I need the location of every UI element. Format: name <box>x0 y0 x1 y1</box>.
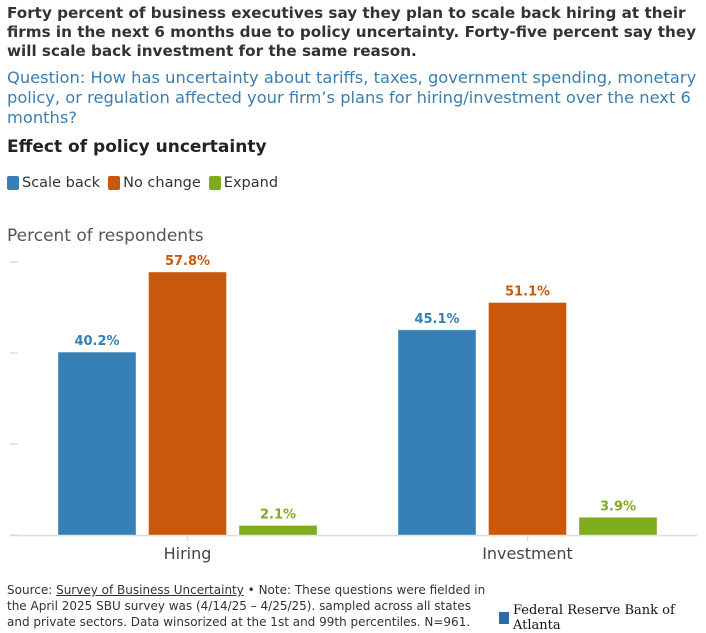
legend-item-scale-back[interactable]: Scale back <box>7 175 100 191</box>
legend-swatch <box>7 176 19 190</box>
legend-item-no-change[interactable]: No change <box>108 175 201 191</box>
x-tick-label: Investment <box>482 544 573 563</box>
source-prefix: Source: <box>7 583 57 597</box>
question-text: Question: How has uncertainty about tari… <box>7 68 697 127</box>
legend-swatch <box>108 176 121 190</box>
headline: Forty percent of business executives say… <box>7 4 697 60</box>
logo-mark-icon <box>499 612 509 624</box>
data-label: 51.1% <box>505 284 550 299</box>
bar-scale-back <box>57 351 137 536</box>
data-label: 3.9% <box>600 499 636 514</box>
bar-expand <box>578 516 658 536</box>
bar-no-change <box>488 301 567 536</box>
legend-label: No change <box>123 175 201 191</box>
bar-no-change <box>148 271 227 536</box>
chart-title: Effect of policy uncertainty <box>7 137 267 157</box>
y-axis-title: Percent of respondents <box>7 226 204 246</box>
bar-scale-back <box>397 329 477 536</box>
legend-swatch <box>208 176 221 190</box>
source-link[interactable]: Survey of Business Uncertainty <box>56 583 244 597</box>
data-label: 40.2% <box>74 334 119 349</box>
data-label: 57.8% <box>165 254 210 269</box>
x-tick-label: Hiring <box>164 544 212 563</box>
logo-text: Federal Reserve Bank of Atlanta <box>512 603 675 633</box>
bar-expand <box>238 524 318 536</box>
legend-label: Scale back <box>22 175 101 191</box>
data-label: 2.1% <box>260 507 296 522</box>
frb-atlanta-logo: Federal Reserve Bank of Atlanta <box>499 603 706 633</box>
footer-note: Source: Survey of Business Uncertainty •… <box>7 582 497 630</box>
data-label: 45.1% <box>414 312 459 327</box>
legend-label: Expand <box>223 175 279 191</box>
legend: Scale back No change Expand <box>7 175 280 191</box>
legend-item-expand[interactable]: Expand <box>208 175 279 191</box>
